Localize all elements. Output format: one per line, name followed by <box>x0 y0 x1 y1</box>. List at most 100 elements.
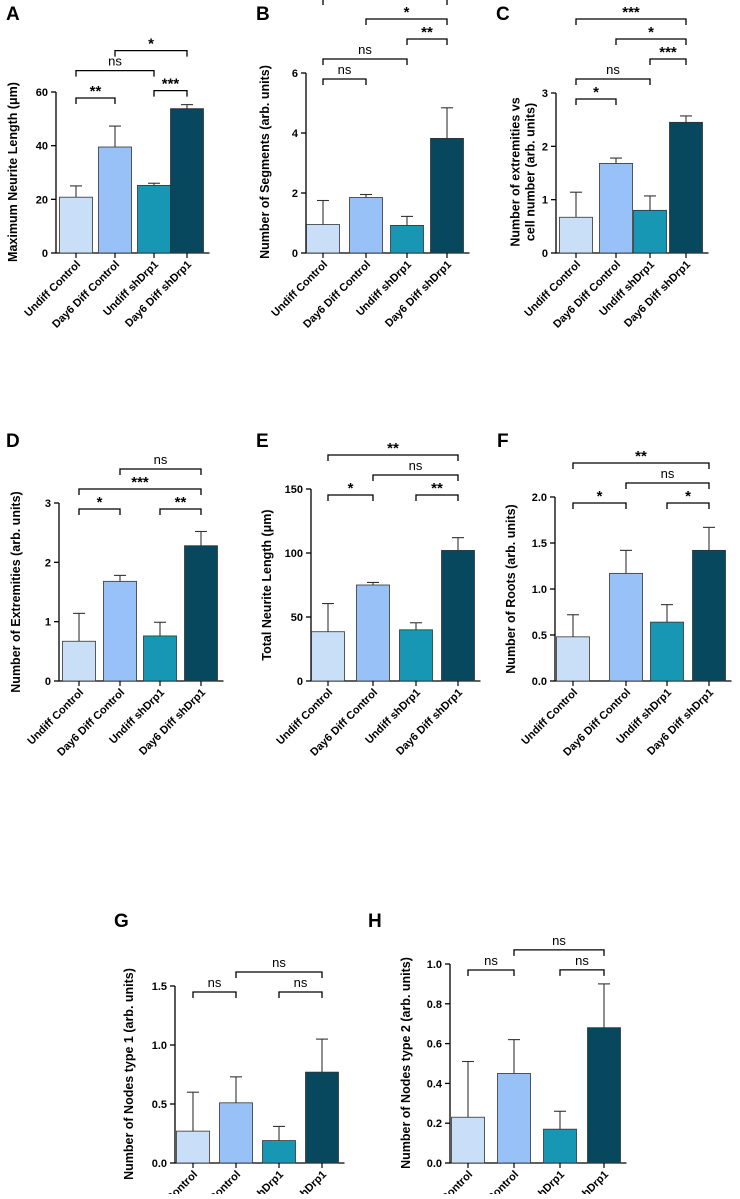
y-tick-label: 20 <box>36 194 48 206</box>
significance-label: ns <box>338 62 352 77</box>
category-label: Undiff Control <box>414 1169 475 1194</box>
bar <box>543 1128 577 1164</box>
significance-bracket <box>75 69 155 77</box>
significance-label: * <box>97 494 103 511</box>
bar <box>219 1102 253 1164</box>
category-label: Undiff Control <box>139 1169 200 1194</box>
y-tick-label: 0.5 <box>532 630 547 642</box>
significance-label: * <box>348 480 354 497</box>
y-axis-label: Number of Extremities (arb. units) <box>9 491 23 692</box>
y-axis-label: Maximum Neurite Length (μm) <box>6 82 20 262</box>
y-tick-label: 0.8 <box>427 999 442 1011</box>
panel-f: F Number of Roots (arb. units) 0.0 0.5 1.0 1.… <box>497 431 732 759</box>
y-tick-label: 2 <box>542 141 548 153</box>
bar <box>390 224 424 254</box>
bar <box>650 621 684 682</box>
y-tick-label: 2 <box>45 557 51 569</box>
significance-label: * <box>648 24 654 41</box>
y-tick-label: 40 <box>36 141 48 153</box>
panel-g: G Number of Nodes type 1 (arb. units) 0.0 0… <box>114 911 345 1199</box>
significance-label: ns <box>208 975 222 990</box>
significance-bracket <box>327 454 459 461</box>
significance-label: ns <box>484 953 498 968</box>
significance-bracket <box>327 494 374 501</box>
significance-label: * <box>148 36 154 53</box>
significance-bracket <box>192 991 237 998</box>
significance-label: ** <box>175 494 187 511</box>
significance-bracket <box>235 971 323 978</box>
significance-label: *** <box>622 4 640 21</box>
bar <box>556 636 590 682</box>
y-tick-label: 150 <box>285 484 303 496</box>
significance-label: *** <box>659 44 677 61</box>
significance-bracket <box>575 78 651 85</box>
y-axis-label: Number of extremities vscell number (arb… <box>509 97 538 246</box>
y-tick-label: 1 <box>45 617 51 629</box>
panel-letter: F <box>497 431 509 452</box>
bar <box>170 108 204 254</box>
y-tick-label: 0.2 <box>427 1118 442 1130</box>
significance-label: *** <box>162 76 180 93</box>
category-label: Day6 Diff Control <box>50 259 122 331</box>
bar <box>184 545 218 682</box>
y-tick-label: 0 <box>45 676 51 688</box>
significance-bracket <box>365 18 448 25</box>
bar <box>176 1130 210 1164</box>
y-tick-label: 3 <box>45 498 51 510</box>
significance-bracket <box>467 969 515 976</box>
bar <box>633 209 667 254</box>
y-axis-label: Total Neurite Length (μm) <box>260 509 274 660</box>
significance-bracket <box>513 949 605 956</box>
significance-bracket <box>75 97 116 104</box>
bar <box>311 631 345 682</box>
bar <box>669 121 703 254</box>
y-tick-label: 0.0 <box>152 1158 167 1170</box>
panel-letter: E <box>256 431 269 452</box>
significance-bracket <box>406 38 448 45</box>
significance-bracket <box>322 58 408 65</box>
bar <box>451 1116 485 1164</box>
bar <box>609 572 643 682</box>
significance-bracket <box>572 462 710 469</box>
significance-bracket <box>78 488 202 495</box>
bar <box>59 196 93 254</box>
panel-letter: A <box>6 4 20 25</box>
significance-label: ns <box>409 458 423 473</box>
bar <box>305 1071 339 1164</box>
bar <box>692 549 726 682</box>
significance-bracket <box>625 482 710 489</box>
panel-c: C Number of extremities vscell number (ar… <box>496 4 709 331</box>
significance-label: ** <box>431 480 443 497</box>
bar <box>599 162 633 254</box>
significance-bracket <box>415 494 459 501</box>
y-tick-label: 1.5 <box>152 981 167 993</box>
significance-label: * <box>597 488 603 505</box>
significance-bracket <box>78 508 121 515</box>
significance-label: ns <box>661 466 675 481</box>
significance-bracket <box>649 58 687 65</box>
significance-label: ** <box>421 24 433 41</box>
bar <box>306 224 340 254</box>
y-tick-label: 4 <box>292 128 299 140</box>
bar <box>430 137 464 254</box>
y-tick-label: 6 <box>292 68 298 80</box>
bar <box>559 216 593 254</box>
panel-h: H Number of Nodes type 2 (arb. units) 0.0 0… <box>368 911 627 1199</box>
y-tick-label: 0 <box>297 676 303 688</box>
significance-label: ns <box>272 955 286 970</box>
significance-bracket <box>322 78 367 85</box>
significance-bracket <box>615 38 687 45</box>
category-label: Undiff Control <box>519 687 580 748</box>
y-tick-label: 1.0 <box>427 959 442 971</box>
significance-label: ** <box>387 440 399 457</box>
significance-bracket <box>666 502 710 509</box>
panel-letter: C <box>496 4 510 25</box>
significance-bracket <box>278 991 323 998</box>
y-tick-label: 3 <box>542 88 548 100</box>
y-tick-label: 60 <box>36 87 48 99</box>
y-axis-label-line: Number of extremities vs <box>509 97 523 246</box>
